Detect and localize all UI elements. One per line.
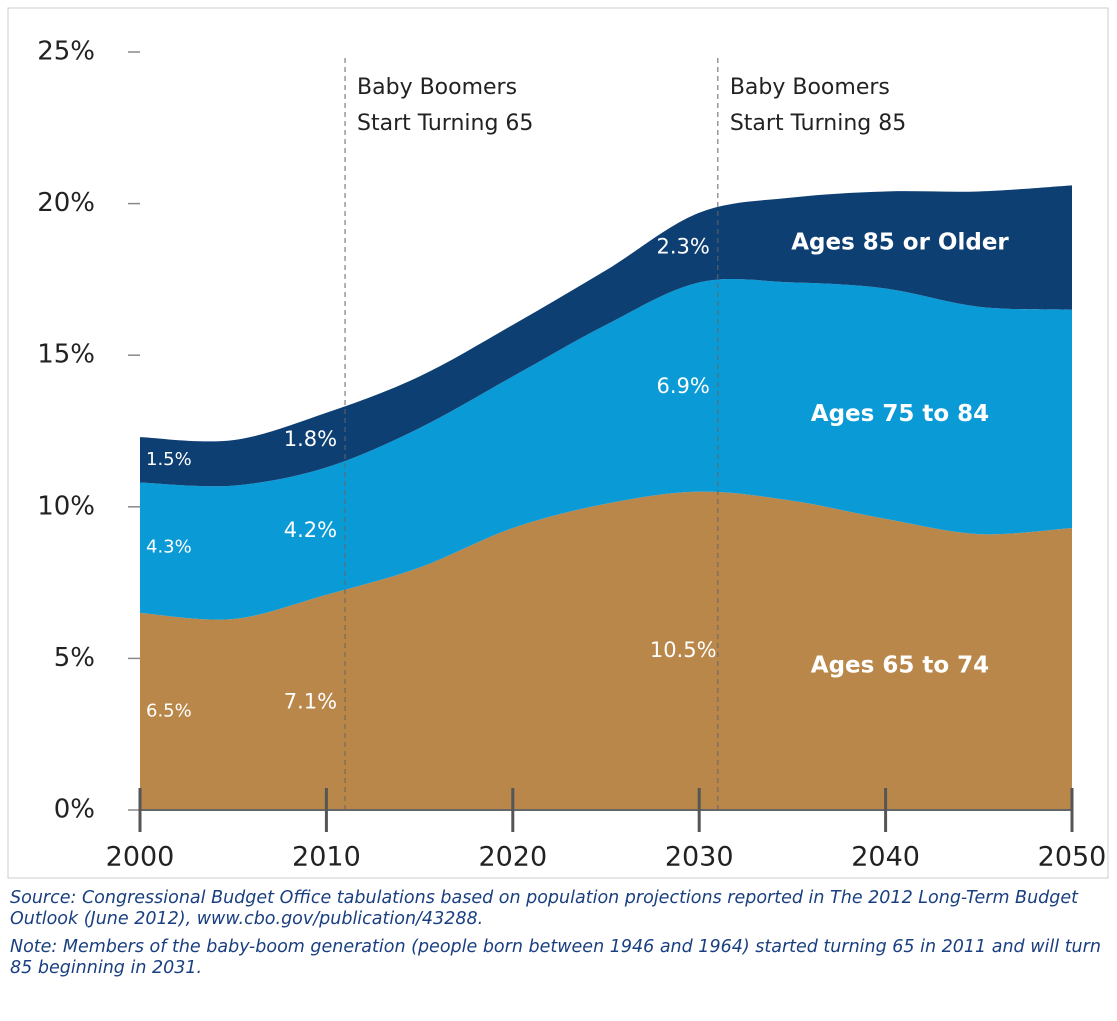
y-tick-label: 5%	[54, 643, 95, 673]
source: Source: Congressional Budget Office tabu…	[10, 888, 1079, 929]
x-tick-label: 2020	[478, 842, 547, 873]
x-tick-label: 2030	[665, 842, 734, 873]
annotation-text: Start Turning 85	[730, 111, 906, 136]
y-tick-label: 10%	[37, 491, 95, 521]
x-tick-label: 2000	[106, 842, 175, 873]
y-tick-label: 15%	[37, 340, 95, 370]
annotation-text: Baby Boomers	[730, 75, 890, 100]
data-label: 6.5%	[146, 700, 192, 721]
y-tick-label: 0%	[54, 795, 95, 825]
data-label: 6.9%	[657, 374, 710, 398]
chart: 0% 5% 10% 15% 20% 25% 2000 2010 2020 2030 2040 2050…	[7, 7, 1109, 879]
area	[140, 185, 1072, 487]
note: Note: Members of the baby-boom generatio…	[10, 937, 1101, 978]
area	[140, 279, 1072, 620]
y-tick-label: 20%	[37, 188, 95, 218]
annotation-text: Baby Boomers	[357, 75, 517, 100]
series-label: Ages 75 to 84	[811, 401, 989, 427]
annotation-text: Start Turning 65	[357, 111, 533, 136]
series-label: Ages 65 to 74	[811, 653, 989, 679]
data-label: 1.5%	[146, 449, 192, 470]
x-tick-label: 2050	[1038, 842, 1107, 873]
data-label: 4.3%	[146, 537, 192, 558]
data-label: 1.8%	[284, 427, 337, 451]
x-tick-label: 2040	[851, 842, 920, 873]
frame	[7, 7, 1109, 879]
data-label: 4.2%	[284, 518, 337, 542]
data-label: 2.3%	[657, 235, 710, 259]
x-tick-label: 2010	[292, 842, 361, 873]
data-label: 10.5%	[650, 638, 717, 662]
series-label: Ages 85 or Older	[791, 230, 1009, 256]
data-label: 7.1%	[284, 689, 337, 713]
area	[140, 491, 1072, 810]
y-tick-label: 25%	[37, 37, 95, 67]
